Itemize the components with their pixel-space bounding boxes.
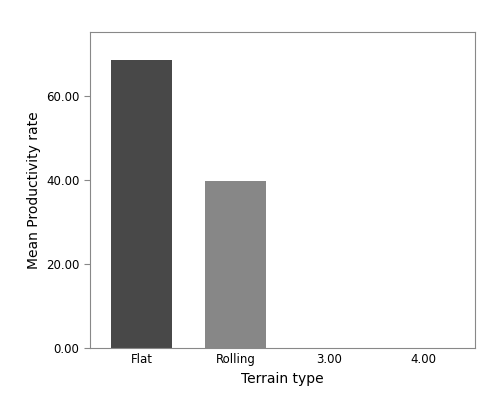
Bar	[111, 60, 172, 348]
Y-axis label: Mean Productivity rate: Mean Productivity rate	[26, 111, 40, 269]
X-axis label: Terrain type: Terrain type	[241, 372, 324, 386]
Bar	[205, 181, 266, 348]
